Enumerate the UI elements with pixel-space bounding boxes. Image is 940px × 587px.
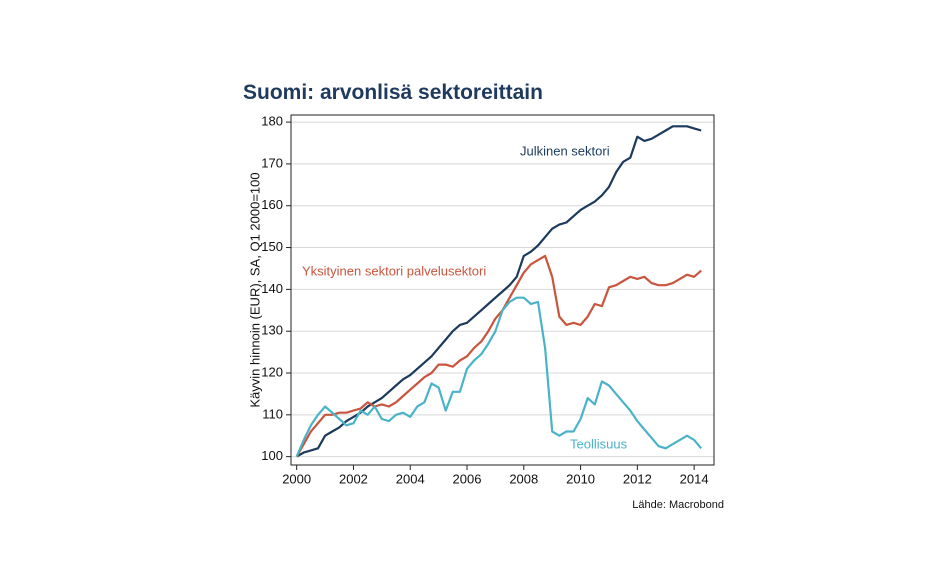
x-tick-label: 2000 [282, 471, 311, 486]
plot-frame [290, 114, 715, 466]
x-tick-label: 2002 [339, 471, 368, 486]
y-tick-label: 180 [261, 114, 283, 129]
y-tick-label: 120 [261, 364, 283, 379]
series-line [295, 254, 702, 458]
y-tick-label: 160 [261, 197, 283, 212]
series-line [296, 125, 702, 458]
y-tick-label: 110 [262, 406, 283, 421]
x-tick-label: 2008 [509, 471, 538, 486]
series-label: Yksityinen sektori palvelusektori [302, 263, 486, 278]
series-label: Teollisuus [570, 436, 628, 451]
x-tick-label: 2012 [623, 471, 652, 486]
y-axis-label: Käyvin hinnoin (EUR), SA, Q1 2000=100 [247, 172, 262, 407]
x-tick-label: 2014 [680, 471, 709, 486]
x-tick-label: 2010 [566, 471, 595, 486]
y-tick-label: 170 [261, 155, 283, 170]
series-line [295, 296, 703, 458]
chart-title: Suomi: arvonlisä sektoreittain [243, 81, 543, 104]
y-tick-label: 130 [261, 323, 283, 338]
series-label: Julkinen sektori [520, 143, 610, 158]
y-tick-label: 140 [261, 281, 283, 296]
source-note: Lähde: Macrobond [632, 499, 724, 511]
x-tick-label: 2004 [396, 471, 425, 486]
x-tick-label: 2006 [453, 471, 482, 486]
y-tick-label: 100 [261, 448, 283, 463]
y-tick-label: 150 [261, 239, 283, 254]
